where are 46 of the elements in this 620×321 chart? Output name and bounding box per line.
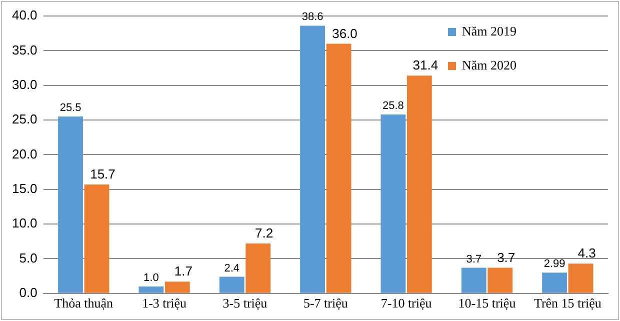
bar: [84, 184, 110, 293]
bar: [246, 243, 271, 293]
bar: [461, 268, 486, 293]
data-label: 2.99: [544, 258, 566, 270]
bar: [326, 44, 352, 293]
bar: [568, 264, 594, 293]
data-label: 36.0: [332, 26, 358, 41]
bar: [406, 76, 432, 293]
y-tick-label: 10.0: [12, 216, 38, 231]
x-tick-label: 10-15 triệu: [458, 296, 516, 311]
y-tick-label: 40.0: [12, 8, 38, 23]
y-tick-label: 5.0: [19, 250, 38, 266]
x-tick-label: 3-5 triệu: [222, 296, 268, 311]
y-tick-label: 25.0: [12, 112, 38, 127]
y-tick-label: 20.0: [12, 146, 38, 162]
data-label: 3.7: [466, 253, 482, 266]
bar: [542, 272, 568, 293]
y-tick-label: 0.0: [19, 284, 38, 300]
y-tick-label: 30.0: [12, 76, 38, 92]
legend-label: Năm 2020: [462, 57, 517, 72]
y-tick-label: 15.0: [12, 180, 38, 196]
data-label: 38.6: [302, 11, 324, 24]
x-tick-label: Trên 15 triệu: [534, 296, 602, 311]
data-label: 1.0: [144, 272, 159, 284]
bar: [219, 276, 244, 293]
x-tick-label: 7-10 triệu: [380, 296, 432, 311]
legend-label: Năm 2019: [462, 23, 517, 38]
bar: [138, 286, 164, 293]
data-label: 25.8: [382, 100, 404, 112]
bar: [58, 116, 83, 293]
x-tick-label: 5-7 triệu: [303, 296, 348, 311]
data-label: 25.5: [60, 102, 82, 114]
data-label: 1.7: [174, 264, 192, 279]
bar: [300, 26, 325, 293]
bar: [164, 282, 190, 293]
data-label: 2.4: [224, 262, 240, 274]
data-label: 31.4: [412, 58, 438, 73]
data-label: 7.2: [255, 226, 274, 241]
bar: [380, 114, 406, 293]
x-tick-label: 1-3 triệu: [142, 296, 188, 311]
data-label: 3.7: [497, 250, 516, 265]
bar: [488, 268, 513, 293]
data-label: 4.3: [578, 246, 596, 261]
data-label: 15.7: [90, 166, 116, 182]
x-tick-label: Thỏa thuận: [54, 296, 114, 311]
y-tick-label: 35.0: [12, 42, 38, 58]
